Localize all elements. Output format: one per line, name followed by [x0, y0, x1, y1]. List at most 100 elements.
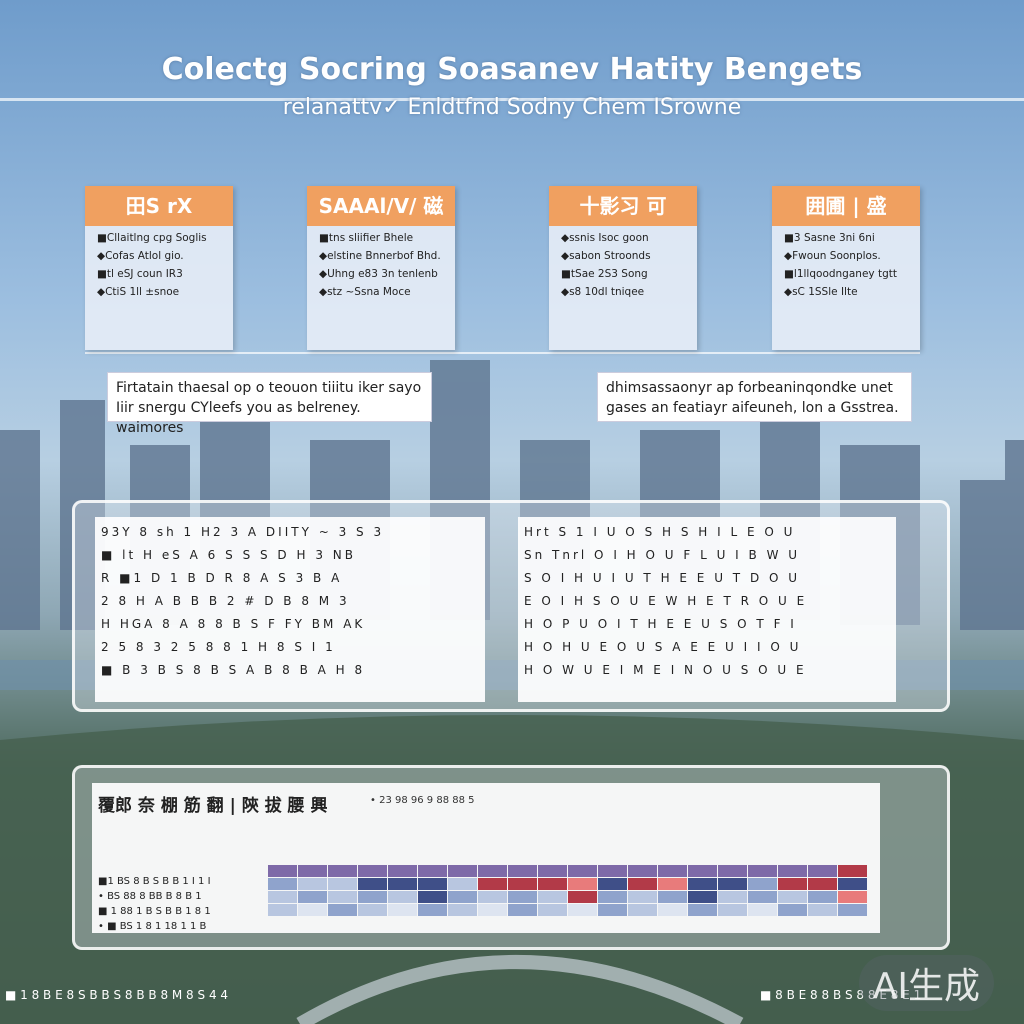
callout: dhimsassaonyr ap forbeaninqondke unet ga…: [597, 372, 912, 422]
heatmap-cell: [778, 878, 807, 890]
heatmap-cell: [388, 878, 417, 890]
heatmap: [268, 865, 867, 916]
heatmap-cell: [508, 904, 537, 916]
table-row: ■ 1 88 1 B S B B 1 8 1: [98, 906, 211, 917]
heatmap-cell: [718, 878, 747, 890]
heatmap-cell: [838, 891, 867, 903]
heatmap-cell: [688, 878, 717, 890]
heatmap-cell: [538, 891, 567, 903]
heatmap-cell: [508, 891, 537, 903]
panel-line: 2 5 8 3 2 5 8 8 1 H 8 S I 1: [101, 640, 336, 654]
heatmap-cell: [388, 891, 417, 903]
card-title: 十影习 可: [549, 186, 697, 226]
table-row: ■1 BS 8 B S B B 1 I 1 I: [98, 876, 211, 887]
table-row: • ■ BS 1 8 1 18 1 1 B: [98, 921, 207, 932]
panel-line: E O I H S O U E W H E T R O U E: [524, 594, 808, 608]
panel-line: ■ B 3 B S 8 B S A B 8 B A H 8: [101, 663, 366, 677]
card: 十影习 可 ◆ssnis Isoc goon ◆sabon Stroonds ■tSa…: [549, 186, 697, 350]
heatmap-cell: [688, 865, 717, 877]
heatmap-cell: [748, 891, 777, 903]
heatmap-cell: [418, 865, 447, 877]
card-line: ◆sabon Stroonds: [561, 250, 651, 262]
heatmap-cell: [268, 904, 297, 916]
card: 囲圃 | 盛 ■3 Sasne 3ni 6ni ◆Fwoun Soonplos. ■l…: [772, 186, 920, 350]
card-line: ■3 Sasne 3ni 6ni: [784, 232, 875, 244]
heatmap-cell: [418, 904, 447, 916]
card-line: ◆sC 1SSle Ilte: [784, 286, 858, 298]
heatmap-cell: [658, 904, 687, 916]
heatmap-cell: [658, 878, 687, 890]
heatmap-cell: [358, 878, 387, 890]
heatmap-cell: [298, 891, 327, 903]
heatmap-cell: [718, 891, 747, 903]
panel-line: ■ lt H eS A 6 S S S D H 3 NB: [101, 548, 356, 562]
heatmap-cell: [328, 891, 357, 903]
heatmap-cell: [748, 878, 777, 890]
card: SAAAl/V/ 磁 ■tns sliifier Bhele ◆elstine Bn…: [307, 186, 455, 350]
heatmap-cell: [748, 904, 777, 916]
heatmap-cell: [358, 904, 387, 916]
panel-line: 2 8 H A B B B 2 # D B 8 M 3: [101, 594, 350, 608]
heatmap-cell: [838, 878, 867, 890]
card-line: ◆CtiS 1ll ±snoe: [97, 286, 180, 298]
heatmap-cell: [628, 891, 657, 903]
rule: [85, 352, 920, 354]
table-row: • BS 88 8 BB B 8 B 1: [98, 891, 202, 902]
heatmap-cell: [598, 865, 627, 877]
panel-line: Sn Tnrl O I H O U F L U I B W U: [524, 548, 801, 562]
heatmap-cell: [388, 865, 417, 877]
heatmap-cell: [568, 904, 597, 916]
subtitle: relanattv✓ Enldtfnd Sodny Chem ISrowne: [282, 95, 742, 120]
heatmap-cell: [538, 865, 567, 877]
heatmap-cell: [268, 891, 297, 903]
heatmap-cell: [448, 878, 477, 890]
heatmap-cell: [448, 904, 477, 916]
heatmap-cell: [598, 891, 627, 903]
panel-line: Hrt S 1 I U O S H S H I L E O U: [524, 525, 796, 539]
heatmap-cell: [298, 865, 327, 877]
heatmap-cell: [568, 865, 597, 877]
card-line: ◆ssnis Isoc goon: [561, 232, 649, 244]
heatmap-cell: [298, 878, 327, 890]
heatmap-cell: [688, 904, 717, 916]
heatmap-cell: [328, 904, 357, 916]
heatmap-cell: [838, 865, 867, 877]
heatmap-cell: [658, 891, 687, 903]
footer-text: ■ 1 8 B E 8 S B B S 8 B B 8 M 8 S 4 4: [5, 988, 229, 1002]
heatmap-cell: [358, 865, 387, 877]
title: Colectg Socring Soasanev Hatity Bengets: [161, 52, 863, 87]
card-title: SAAAl/V/ 磁: [307, 186, 455, 226]
heatmap-cell: [598, 904, 627, 916]
heatmap-cell: [598, 878, 627, 890]
panel-line: S O I H U I U T H E E U T D O U: [524, 571, 801, 585]
heatmap-cell: [478, 878, 507, 890]
table-title: 覆郎 奈 棚 筋 翻 | 陝 拔 腰 興: [98, 796, 328, 816]
card-line: ■Cllaitlng cpg Soglis: [97, 232, 207, 244]
heatmap-cell: [508, 865, 537, 877]
heatmap-cell: [358, 891, 387, 903]
heatmap-cell: [478, 904, 507, 916]
card-line: ◆Fwoun Soonplos.: [784, 250, 881, 262]
panel-line: H O H U E O U S A E E U I I O U: [524, 640, 802, 654]
heatmap-cell: [478, 865, 507, 877]
heatmap-cell: [328, 865, 357, 877]
card-title: 囲圃 | 盛: [772, 186, 920, 226]
heatmap-cell: [658, 865, 687, 877]
heatmap-cell: [808, 865, 837, 877]
watermark: AI生成: [858, 955, 994, 1011]
card-line: ■tSae 2S3 Song: [561, 268, 648, 280]
heatmap-cell: [628, 878, 657, 890]
text-panel: 93Y 8 sh 1 H2 3 A DIITY ~ 3 S 3 ■ lt H eS…: [95, 517, 485, 702]
panel-line: H O W U E I M E I N O U S O U E: [524, 663, 807, 677]
heatmap-cell: [298, 904, 327, 916]
heatmap-cell: [628, 865, 657, 877]
card-line: ◆Uhng e83 3n tenlenb: [319, 268, 438, 280]
card-line: ◆elstine Bnnerbof Bhd.: [319, 250, 441, 262]
card-line: ◆stz ~Ssna Moce: [319, 286, 411, 298]
heatmap-cell: [448, 865, 477, 877]
heatmap-cell: [388, 904, 417, 916]
card-line: ◆Cofas Atlol gio.: [97, 250, 184, 262]
heatmap-cell: [718, 904, 747, 916]
card-line: ■tl eSJ coun IR3: [97, 268, 183, 280]
